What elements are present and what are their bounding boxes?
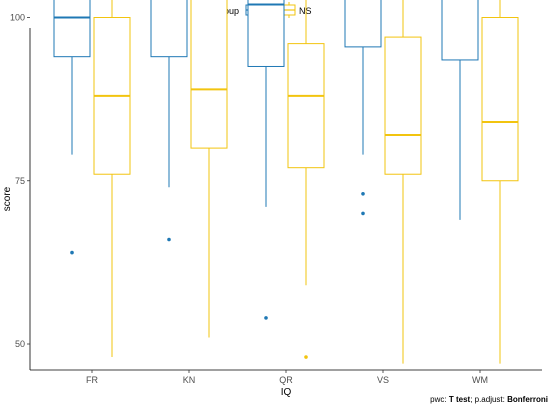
box-ns-vs <box>384 0 422 364</box>
box-iqr <box>247 0 285 67</box>
outlier-point <box>304 355 308 359</box>
legend-label: NS <box>299 6 312 16</box>
box-iqr <box>344 0 382 48</box>
box-hc-kn <box>150 0 188 242</box>
box-iqr <box>150 0 188 58</box>
box-hc-fr <box>53 0 91 255</box>
x-tick-label: QR <box>279 375 293 385</box>
x-ticks: FR KN QR VS WM <box>86 370 488 385</box>
x-tick-label: FR <box>86 375 98 385</box>
caption: pwc: T test; p.adjust: Bonferroni <box>430 395 548 404</box>
x-tick-label: KN <box>183 375 196 385</box>
x-tick-label: VS <box>377 375 389 385</box>
x-axis-title: IQ <box>281 387 292 398</box>
outlier-point <box>70 250 74 255</box>
caption-middle: ; p.adjust: <box>470 395 507 404</box>
outlier-point <box>361 192 365 196</box>
box-iqr <box>481 17 519 182</box>
boxes <box>53 0 519 364</box>
outlier-point <box>361 211 365 216</box>
x-tick-label: WM <box>472 375 488 385</box>
box-iqr <box>441 0 479 61</box>
box-iqr <box>384 36 422 175</box>
y-axis-title: score <box>2 186 13 211</box>
outlier-point <box>167 237 171 242</box>
box-ns-fr <box>93 0 131 358</box>
box-hc-vs <box>344 0 382 216</box>
box-iqr <box>53 0 91 58</box>
y-tick-label: 100 <box>10 13 25 23</box>
outlier-point <box>264 316 268 320</box>
caption-prefix: pwc: <box>430 395 449 404</box>
box-ns-kn <box>190 0 228 338</box>
legend-entry-ns: NS <box>282 2 312 18</box>
box-iqr <box>287 43 325 169</box>
caption-method: Bonferroni <box>507 395 548 404</box>
y-ticks: 5075100125 <box>10 13 30 349</box>
box-iqr <box>190 0 228 149</box>
y-tick-label: 75 <box>15 176 25 186</box>
caption-test: T test <box>449 395 471 404</box>
box-hc-wm <box>441 0 479 220</box>
y-tick-label: 50 <box>15 339 25 349</box>
box-hc-qr <box>247 0 285 320</box>
box-ns-qr <box>287 0 325 359</box>
box-ns-wm <box>481 0 519 364</box>
